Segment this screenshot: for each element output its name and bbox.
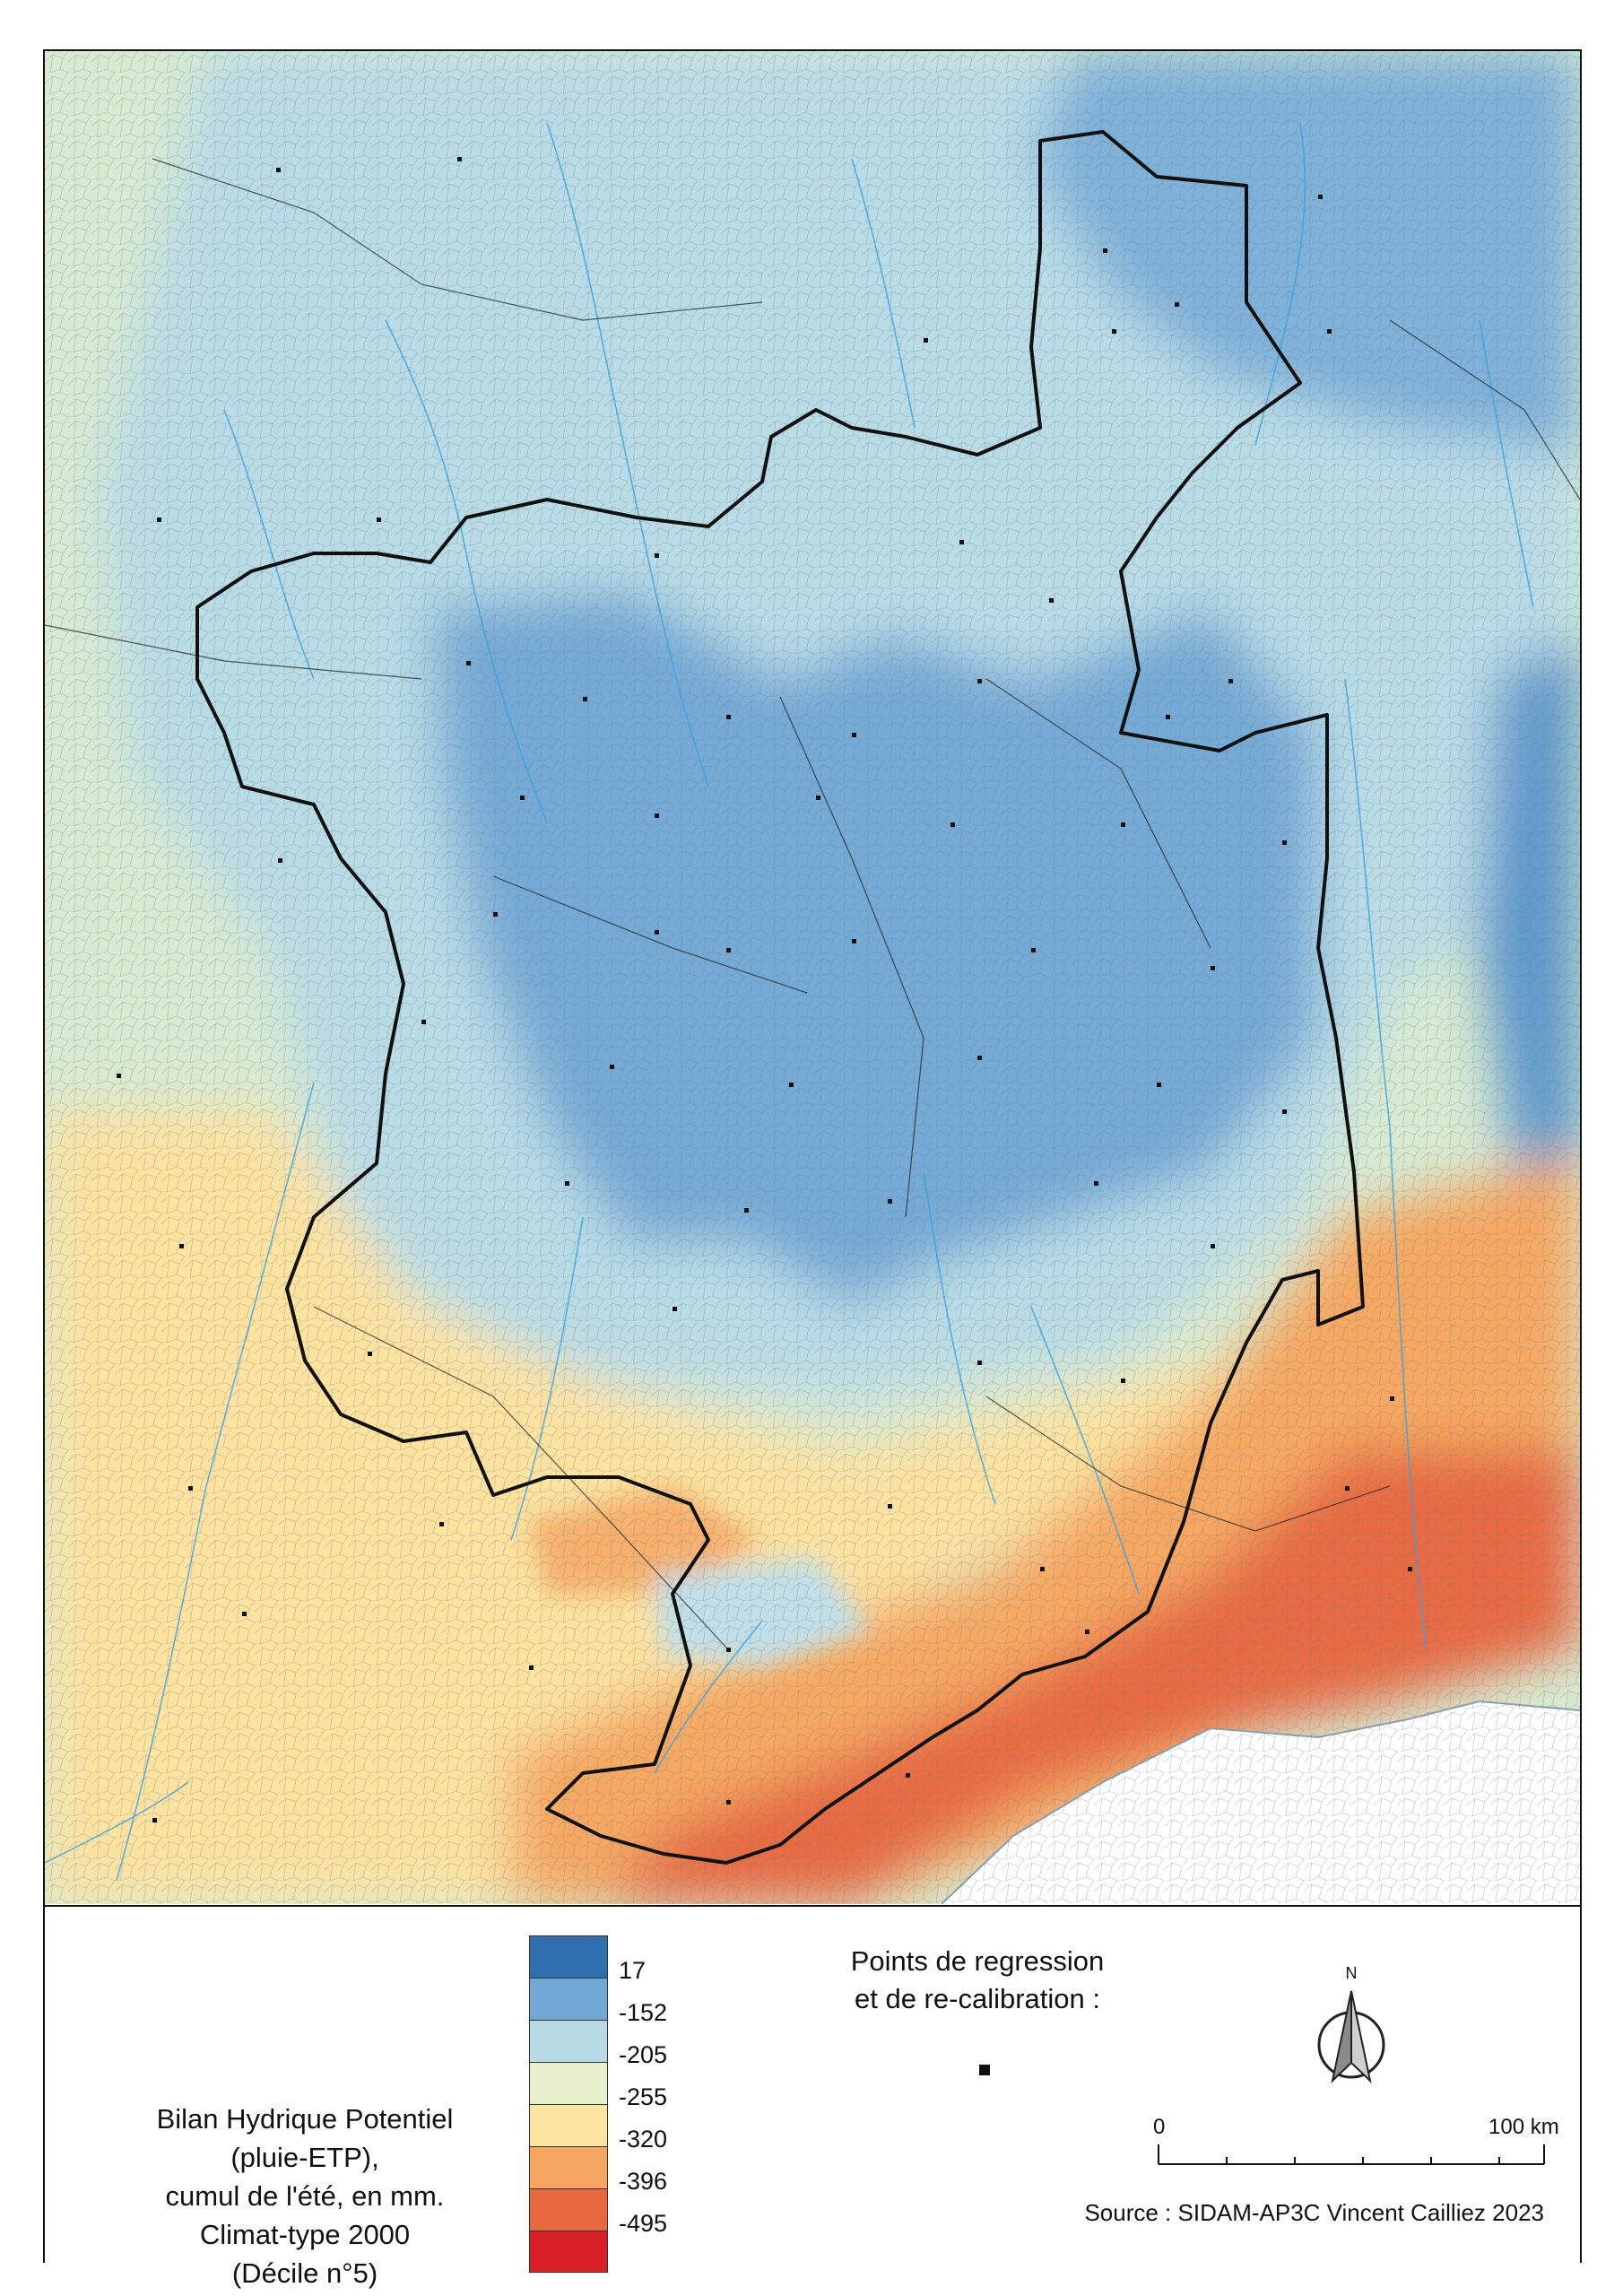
legend-title-line: cumul de l'été, en mm. xyxy=(165,2180,445,2212)
source-credit: Source : SIDAM-AP3C Vincent Cailliez 202… xyxy=(1084,2199,1544,2226)
river-network xyxy=(45,122,1534,1882)
legend-swatch xyxy=(529,2231,608,2273)
regression-points xyxy=(117,157,1412,1822)
legend-class-label: -396 xyxy=(619,2168,668,2195)
legend-class-label: 17 xyxy=(619,1957,647,1984)
legend-swatch xyxy=(529,2104,608,2146)
legend-panel: Bilan Hydrique Potentiel (pluie-ETP), cu… xyxy=(45,1905,1580,2289)
legend-class-label: -152 xyxy=(619,1999,668,2026)
legend-swatch xyxy=(529,1935,608,1978)
north-arrow-icon: N xyxy=(1317,1964,1385,2083)
legend-title-line: (pluie-ETP), xyxy=(230,2142,379,2173)
legend-title-line: (Décile n°5) xyxy=(231,2257,378,2289)
legend-swatch xyxy=(529,2020,608,2062)
study-area-boundary xyxy=(195,130,1365,1865)
legend-title-line: Bilan Hydrique Potentiel xyxy=(156,2103,454,2135)
regression-point-symbol xyxy=(979,2065,990,2075)
color-scale-labels: 17 -152 -205 -255 -320 -396 -495 xyxy=(619,1950,667,2245)
scale-start-label: 0 xyxy=(1153,2115,1165,2139)
legend-swatch xyxy=(529,2146,608,2188)
commune-boundaries xyxy=(45,51,1580,1904)
map-canvas xyxy=(45,51,1580,1904)
legend-class-label: -255 xyxy=(619,2083,668,2110)
legend-swatch xyxy=(529,2062,608,2104)
points-legend-title: Points de regression et de re-calibratio… xyxy=(780,1943,1175,2018)
points-title-line: Points de regression xyxy=(850,1945,1105,1977)
scale-end-label: 100 km xyxy=(1488,2115,1559,2139)
legend-class-label: -495 xyxy=(619,2210,668,2237)
north-label: N xyxy=(1346,1964,1358,1982)
legend-class-label: -320 xyxy=(619,2126,668,2152)
color-scale xyxy=(529,1935,608,2273)
scale-bar: 0 100 km xyxy=(1153,2115,1559,2165)
legend-swatch xyxy=(529,2188,608,2231)
legend-title-line: Climat-type 2000 xyxy=(199,2219,411,2250)
legend-swatch xyxy=(529,1978,608,2020)
legend-title: Bilan Hydrique Potentiel (pluie-ETP), cu… xyxy=(81,2100,529,2292)
legend-class-label: -205 xyxy=(619,2041,668,2068)
points-title-line: et de re-calibration : xyxy=(855,1983,1100,2014)
